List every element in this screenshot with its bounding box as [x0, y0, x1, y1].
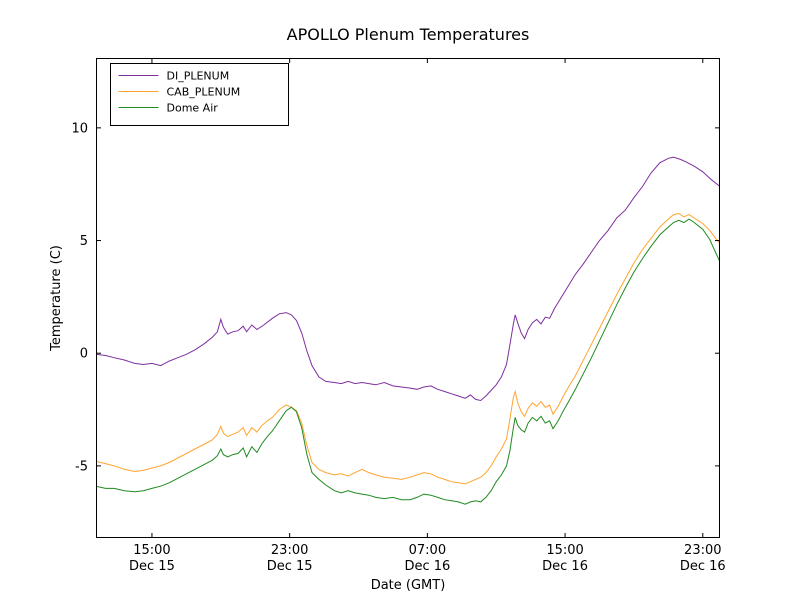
plot-frame — [96, 58, 720, 538]
x-axis-label: Date (GMT) — [371, 578, 446, 593]
legend-box — [110, 63, 289, 126]
legend-label: DI_PLENUM — [167, 70, 230, 83]
tick-marks — [96, 58, 720, 538]
y-tick-label: -5 — [75, 459, 88, 474]
x-tick-date: Dec 15 — [129, 559, 175, 574]
x-tick-date: Dec 16 — [542, 559, 588, 574]
y-tick-label: 0 — [80, 347, 88, 362]
series-line-cab_plenum — [96, 212, 720, 485]
legend-label: CAB_PLENUM — [167, 86, 241, 99]
chart-title: APOLLO Plenum Temperatures — [287, 25, 530, 44]
x-tick-time: 07:00 — [409, 543, 446, 558]
x-tick-date: Dec 16 — [404, 559, 450, 574]
x-tick-time: 23:00 — [271, 543, 308, 558]
legend: DI_PLENUM CAB_PLENUM Dome Air — [110, 63, 289, 126]
y-tick-label: 5 — [80, 234, 88, 249]
series-lines — [96, 156, 720, 505]
series-line-di_plenum — [96, 156, 720, 402]
x-tick-time: 23:00 — [684, 543, 721, 558]
x-tick-date: Dec 15 — [267, 559, 313, 574]
y-tick-label: 10 — [71, 121, 88, 136]
y-axis-label: Temperature (C) — [49, 245, 64, 352]
x-tick-date: Dec 16 — [680, 559, 726, 574]
x-tick-time: 15:00 — [546, 543, 583, 558]
legend-label: Dome Air — [167, 102, 219, 115]
x-tick-time: 15:00 — [133, 543, 170, 558]
series-line-dome-air — [96, 218, 720, 505]
